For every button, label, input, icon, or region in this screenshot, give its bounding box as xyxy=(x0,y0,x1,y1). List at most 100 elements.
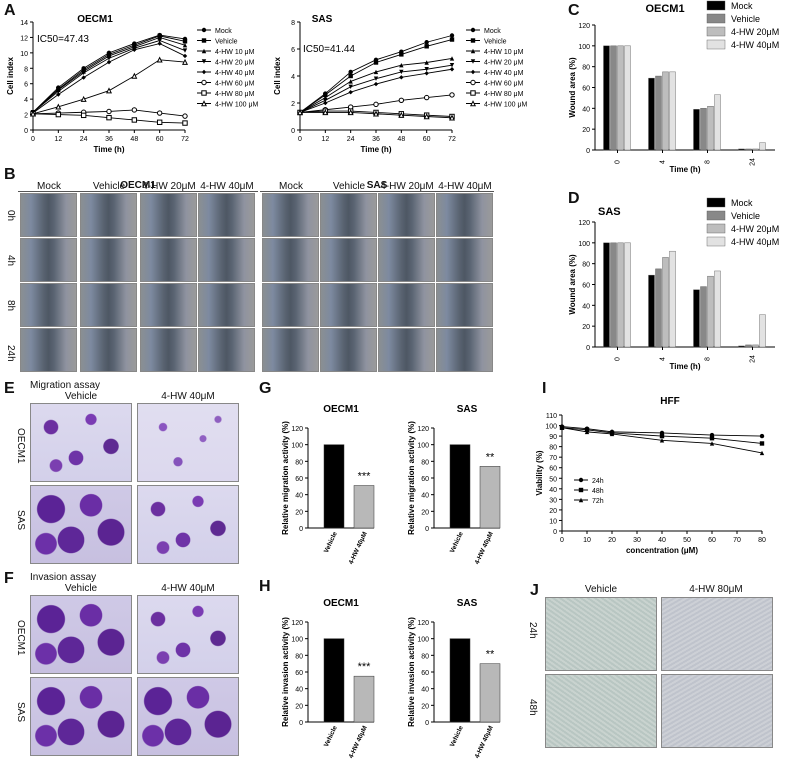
panel-b-col-label: Vehicle xyxy=(332,181,366,192)
panel-d-x-tick-label: 24 xyxy=(750,355,757,363)
panel-a-sas-legend-marker xyxy=(470,90,476,96)
panel-c-bar xyxy=(759,142,766,151)
panel-c-bar xyxy=(655,75,662,151)
panel-a-sas-point xyxy=(373,60,379,65)
panel-d-bar xyxy=(707,275,714,348)
panel-g-sas-y-tick-label: 40 xyxy=(421,493,429,500)
panel-h-oecm1-y-tick-label: 100 xyxy=(291,637,303,644)
panel-label-d: D xyxy=(568,190,580,207)
panel-d-bar xyxy=(603,242,610,348)
panel-a-sas-legend-marker xyxy=(469,100,477,107)
panel-c-bar xyxy=(707,106,714,151)
panel-b-micrograph xyxy=(320,193,377,237)
panel-a-sas-point xyxy=(373,81,379,87)
panel-a-sas-legend-entry: Mock xyxy=(484,28,501,35)
panel-a-oecm1-y-label: Cell index xyxy=(6,57,15,95)
panel-i-x-tick-label: 30 xyxy=(633,537,641,544)
panel-a-sas-point xyxy=(322,109,329,116)
panel-a-oecm1-y-tick-label: 2 xyxy=(24,113,28,120)
panel-a-oecm1-point xyxy=(131,107,138,113)
panel-g-sas-x-tick-label: 4-HW 40μM xyxy=(474,531,495,566)
panel-a-oecm1-legend-marker xyxy=(200,100,208,107)
panel-b-micrograph xyxy=(378,328,435,372)
panel-d-legend-swatch xyxy=(706,197,726,208)
panel-h-oecm1-bar xyxy=(353,675,375,723)
panel-c-legend-swatch xyxy=(706,39,726,50)
panel-a-sas-point xyxy=(424,67,429,72)
panel-h-oecm1-bar xyxy=(323,638,345,723)
panel-i-legend-marker xyxy=(578,477,584,483)
panel-a-sas-x-tick-label: 36 xyxy=(372,136,380,143)
panel-c-x-tick-label: 8 xyxy=(705,160,712,164)
panel-b-micrograph xyxy=(436,193,493,237)
panel-a-sas-point xyxy=(449,63,455,68)
panel-b-micrograph xyxy=(140,193,197,237)
panel-i-y-tick-label: 40 xyxy=(549,487,557,494)
assay-micrograph xyxy=(137,403,239,482)
panel-i-point xyxy=(559,425,565,430)
panel-a-sas-y-tick-label: 6 xyxy=(291,47,295,54)
panel-i-legend-entry: 72h xyxy=(592,498,604,505)
panel-d-bar xyxy=(662,257,669,348)
panel-label-j: J xyxy=(530,582,539,599)
panel-d-bar xyxy=(759,314,766,348)
panel-b-col-label: 4-HW 20μM xyxy=(380,181,434,192)
panel-i-x-tick-label: 20 xyxy=(608,537,616,544)
hff-micrograph xyxy=(545,597,657,671)
panel-g-sas-bar xyxy=(449,444,471,529)
panel-label-f: F xyxy=(4,570,14,587)
panel-b-micrograph xyxy=(140,283,197,327)
panel-a-oecm1-point xyxy=(56,92,61,97)
panel-a-oecm1-legend-marker xyxy=(201,90,207,96)
panel-d-x-tick-label: 4 xyxy=(660,357,667,361)
panel-c-y-tick-label: 120 xyxy=(578,23,590,30)
panel-b-micrograph xyxy=(320,328,377,372)
panel-a-oecm1-point xyxy=(182,53,188,59)
panel-a-oecm1-point xyxy=(56,89,61,94)
panel-i-y-label: Viability (%) xyxy=(535,450,544,496)
panel-b-micrograph xyxy=(378,193,435,237)
panel-a-sas-point xyxy=(424,40,429,45)
panel-a-sas-ic50: IC50=41.44 xyxy=(303,44,355,55)
panel-g-sas-y-tick-label: 0 xyxy=(425,526,429,533)
panel-b-micrograph xyxy=(320,283,377,327)
panel-a-sas-legend-marker xyxy=(470,79,476,86)
hff-micrograph xyxy=(661,597,773,671)
panel-b-micrograph xyxy=(20,328,77,372)
panel-c-bar xyxy=(610,45,617,151)
panel-d-bar xyxy=(655,268,662,348)
panel-a-oecm1-point xyxy=(182,39,188,44)
panel-a-sas-legend-entry: 4-HW 80 μM xyxy=(484,91,524,98)
panel-h-sas-y-tick-label: 100 xyxy=(417,637,429,644)
hff-micrograph xyxy=(661,674,773,748)
panel-a-oecm1-legend-entry: 4-HW 10 μM xyxy=(215,49,255,56)
panel-c-legend-entry: 4-HW 40μM xyxy=(731,40,779,50)
panel-a-sas-legend-entry: 4-HW 10 μM xyxy=(484,49,524,56)
panel-d-bar xyxy=(714,270,721,348)
col-label: 4-HW 80μM xyxy=(689,584,743,595)
panel-a-oecm1-y-tick-label: 14 xyxy=(20,20,28,27)
panel-d-y-tick-label: 100 xyxy=(578,241,590,248)
panel-a-sas-legend-entry: 4-HW 40 μM xyxy=(484,70,524,77)
panel-i-legend-entry: 48h xyxy=(592,488,604,495)
panel-a-oecm1-point xyxy=(182,42,188,48)
panel-a-oecm1-point xyxy=(106,59,112,65)
panel-c-y-tick-label: 60 xyxy=(582,86,590,93)
panel-a-oecm1-point xyxy=(181,58,189,65)
panel-c-x-tick-label: 24 xyxy=(750,158,757,166)
panel-a-oecm1-point xyxy=(156,110,163,116)
panel-b-micrograph xyxy=(262,328,319,372)
panel-c-y-tick-label: 100 xyxy=(578,44,590,51)
panel-a-sas-point xyxy=(399,75,404,80)
panel-i-y-tick-label: 110 xyxy=(546,413,557,420)
panel-d-y-tick-label: 60 xyxy=(582,283,590,290)
panel-g-sas-y-tick-label: 20 xyxy=(421,509,429,516)
assay-micrograph xyxy=(30,595,132,674)
panel-c-x-tick-label: 0 xyxy=(615,160,622,164)
panel-c-y-label: Wound area (%) xyxy=(568,57,577,118)
panel-d-bar xyxy=(738,345,745,348)
panel-b-micrograph xyxy=(198,193,255,237)
panel-i-point xyxy=(709,441,715,446)
panel-c-legend-swatch xyxy=(706,0,726,11)
panel-a-sas-point xyxy=(373,76,379,81)
